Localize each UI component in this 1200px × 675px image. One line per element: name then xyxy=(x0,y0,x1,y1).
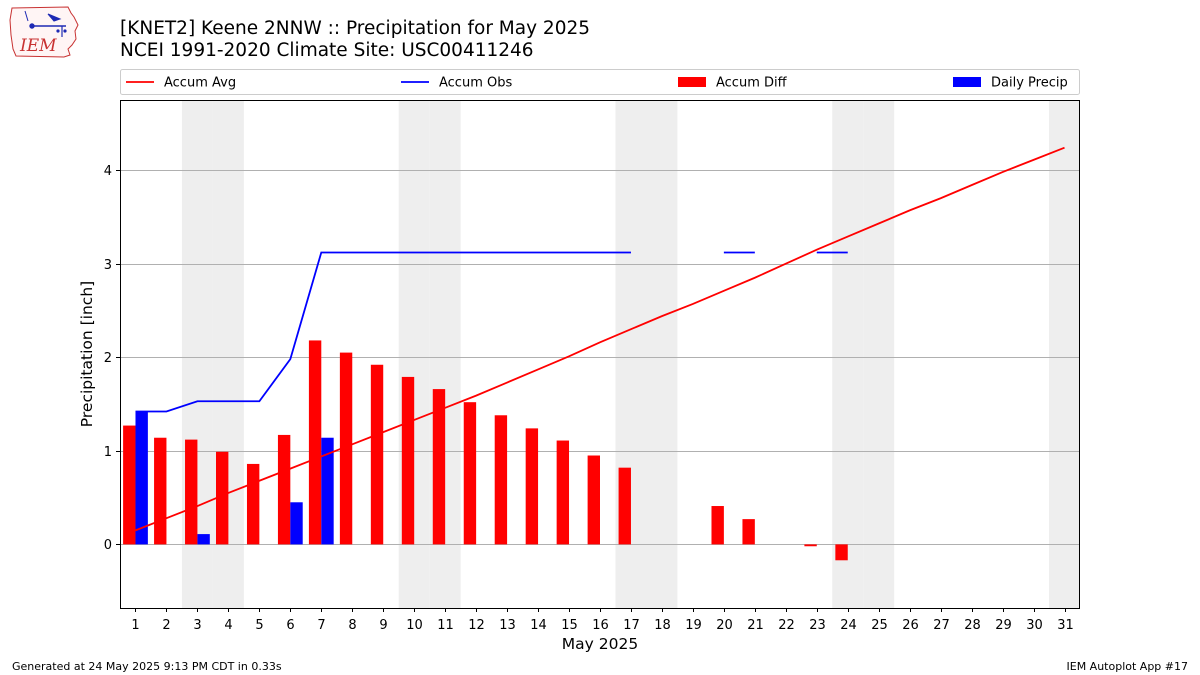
y-tick-label: 4 xyxy=(104,164,112,179)
x-tick-label: 26 xyxy=(902,618,919,633)
accum-diff-bar xyxy=(154,437,167,545)
x-tick-label: 4 xyxy=(224,618,232,633)
accum-diff-bar xyxy=(835,544,848,561)
y-tick-label: 2 xyxy=(104,351,112,366)
x-tick-label: 6 xyxy=(286,618,294,633)
y-axis-label: Precipitation [inch] xyxy=(78,281,96,427)
x-tick-label: 10 xyxy=(406,618,423,633)
daily-precip-bar xyxy=(197,534,210,545)
accum-diff-bar xyxy=(463,402,477,545)
x-tick-label: 27 xyxy=(933,618,950,633)
accum-diff-bar xyxy=(277,434,291,545)
chart-subtitle: NCEI 1991-2020 Climate Site: USC00411246 xyxy=(120,40,534,61)
weekend-shade xyxy=(863,100,895,608)
x-tick-label: 31 xyxy=(1057,618,1074,633)
x-tick-label: 5 xyxy=(255,618,263,633)
x-tick-label: 19 xyxy=(685,618,702,633)
daily-precip-bar xyxy=(135,411,148,545)
x-tick-label: 12 xyxy=(468,618,485,633)
daily-precip-bar xyxy=(321,437,334,545)
legend: Accum Avg Accum Obs Accum Diff Daily Precip xyxy=(120,69,1080,95)
accum-diff-bar xyxy=(401,376,415,545)
legend-daily-precip-swatch xyxy=(953,77,981,87)
accum-diff-bar xyxy=(742,519,755,545)
x-tick-label: 3 xyxy=(193,618,201,633)
x-tick-label: 17 xyxy=(623,618,640,633)
legend-accum-avg-label: Accum Avg xyxy=(164,76,236,91)
x-tick-label: 28 xyxy=(964,618,981,633)
accum-diff-bar xyxy=(432,389,446,545)
x-tick-label: 21 xyxy=(747,618,764,633)
accum-diff-bar xyxy=(587,455,600,545)
accum-avg-line xyxy=(135,146,1065,532)
x-tick-label: 14 xyxy=(530,618,547,633)
x-tick-label: 23 xyxy=(809,618,826,633)
weekend-shade xyxy=(1049,100,1080,608)
accum-obs-line xyxy=(135,251,631,413)
iem-logo: IEM xyxy=(9,6,79,58)
y-axis: 0 1 2 3 4 xyxy=(104,164,120,553)
x-tick-label: 9 xyxy=(379,618,387,633)
accum-diff-bar xyxy=(804,544,817,547)
accum-diff-bar xyxy=(246,463,260,545)
daily-precip-bar xyxy=(290,502,303,545)
legend-accum-diff-label: Accum Diff xyxy=(716,76,788,91)
legend-accum-obs-label: Accum Obs xyxy=(439,76,512,91)
y-tick-label: 3 xyxy=(104,258,112,273)
x-tick-label: 7 xyxy=(317,618,325,633)
weather-station-icon xyxy=(24,10,67,37)
iem-logo-text: IEM xyxy=(19,36,57,56)
x-tick-label: 8 xyxy=(348,618,356,633)
x-tick-label: 25 xyxy=(871,618,888,633)
weekend-shade xyxy=(646,100,678,608)
app-label: IEM Autoplot App #17 xyxy=(1066,660,1189,673)
accum-diff-bar xyxy=(123,425,136,545)
x-tick-label: 1 xyxy=(131,618,139,633)
accum-diff-bar xyxy=(339,352,353,545)
x-tick-label: 18 xyxy=(654,618,671,633)
x-tick-label: 16 xyxy=(592,618,609,633)
x-axis: 1 2 3 4 5 6 7 8 9 10 11 12 13 14 15 16 17 18 19 20 21 22 23 24 2… xyxy=(131,608,1074,633)
weekend-shade xyxy=(832,100,864,608)
generated-timestamp: Generated at 24 May 2025 9:13 PM CDT in … xyxy=(12,660,282,673)
bar-series xyxy=(123,340,848,561)
accum-diff-bar xyxy=(185,439,198,545)
accum-diff-bar xyxy=(370,364,384,545)
y-tick-label: 0 xyxy=(104,538,112,553)
x-tick-label: 11 xyxy=(437,618,454,633)
legend-box xyxy=(120,69,1080,95)
y-tick-label: 1 xyxy=(104,445,112,460)
accum-diff-bar xyxy=(494,415,508,545)
accum-diff-bar xyxy=(618,467,631,545)
iowa-outline-icon xyxy=(9,6,79,58)
x-tick-label: 30 xyxy=(1026,618,1043,633)
accum-diff-bar xyxy=(308,340,322,545)
x-tick-label: 22 xyxy=(778,618,795,633)
x-tick-label: 13 xyxy=(499,618,516,633)
y-gridlines xyxy=(120,170,1080,545)
accum-diff-bar xyxy=(525,428,539,545)
accum-diff-bar xyxy=(711,506,724,545)
accum-diff-bar xyxy=(556,440,570,545)
x-tick-label: 2 xyxy=(162,618,170,633)
x-axis-label: May 2025 xyxy=(562,635,638,653)
x-tick-label: 29 xyxy=(995,618,1012,633)
x-tick-label: 15 xyxy=(561,618,578,633)
x-tick-label: 24 xyxy=(840,618,857,633)
x-tick-label: 20 xyxy=(716,618,733,633)
line-series xyxy=(135,146,1065,532)
legend-daily-precip-label: Daily Precip xyxy=(991,76,1068,91)
plot-background xyxy=(181,100,1080,608)
chart-title: [KNET2] Keene 2NNW :: Precipitation for … xyxy=(120,18,591,39)
legend-accum-diff-swatch xyxy=(678,77,706,87)
accum-diff-bar xyxy=(216,451,229,545)
